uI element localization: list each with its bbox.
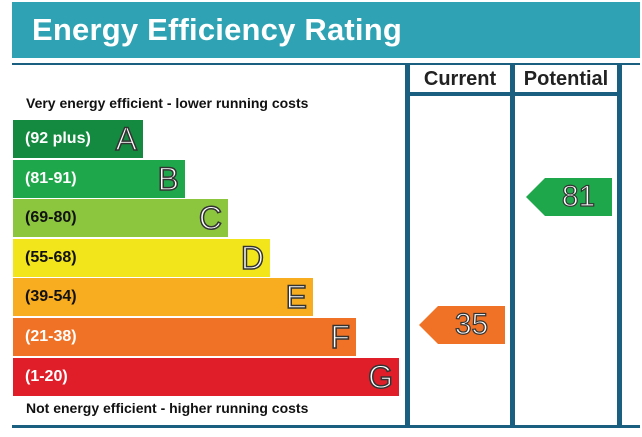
frame-line-current-right xyxy=(510,65,515,427)
title-bar: Energy Efficiency Rating xyxy=(12,2,640,58)
frame-line-header-potential xyxy=(510,92,622,96)
band-range-label: (1-20) xyxy=(25,368,68,385)
frame-line-top xyxy=(12,63,640,65)
band-letter: B xyxy=(157,161,180,197)
top-caption: Very energy efficient - lower running co… xyxy=(26,95,309,111)
band-range-label: (21-38) xyxy=(25,328,77,345)
band-e: (39-54) E xyxy=(13,278,313,316)
band-b: (81-91) B xyxy=(13,160,185,198)
potential-rating-value: 81 xyxy=(561,179,596,213)
band-letter: A xyxy=(115,121,138,157)
band-letter: C xyxy=(198,200,223,236)
band-f: (21-38) F xyxy=(13,318,356,356)
frame-line-bottom xyxy=(12,425,640,428)
band-letter: F xyxy=(330,319,351,355)
band-range-label: (69-80) xyxy=(25,209,77,226)
current-rating-arrow xyxy=(419,306,505,344)
band-c: (69-80) C xyxy=(13,199,228,237)
bottom-caption: Not energy efficient - higher running co… xyxy=(26,400,309,416)
frame-line-header-current xyxy=(405,92,515,96)
frame-line-potential-right xyxy=(617,65,622,427)
current-column-header: Current xyxy=(423,68,497,90)
current-rating-value: 35 xyxy=(454,307,489,341)
band-letter: G xyxy=(367,359,393,395)
potential-column-header: Potential xyxy=(523,68,609,90)
current-rating-marker: 35 xyxy=(419,306,505,344)
band-range-label: (39-54) xyxy=(25,288,77,305)
band-g: (1-20) G xyxy=(13,358,399,396)
band-range-label: (55-68) xyxy=(25,249,77,266)
potential-rating-marker: 81 xyxy=(526,178,612,216)
frame-line-current-left xyxy=(405,65,410,427)
band-letter: D xyxy=(240,240,265,276)
potential-rating-arrow xyxy=(526,178,612,216)
band-letter: E xyxy=(285,279,308,315)
chart-title: Energy Efficiency Rating xyxy=(32,12,403,47)
band-range-label: (92 plus) xyxy=(25,130,91,147)
band-range-label: (81-91) xyxy=(25,170,77,187)
band-a: (92 plus) A xyxy=(13,120,143,158)
band-d: (55-68) D xyxy=(13,239,270,277)
